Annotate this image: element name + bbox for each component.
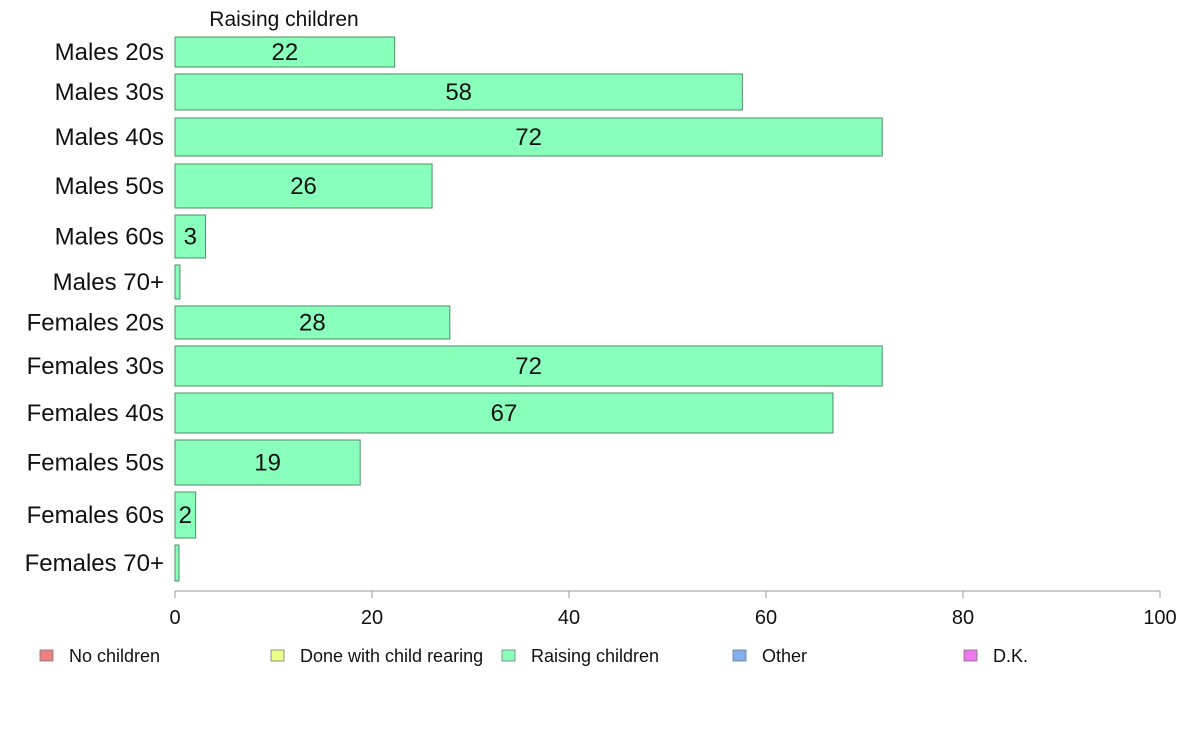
data-label: 19 [254, 450, 281, 477]
legend-label: No children [69, 646, 160, 666]
data-label: 72 [515, 124, 542, 151]
x-tick-label: 40 [558, 607, 580, 629]
x-tick-label: 0 [169, 607, 180, 629]
legend-swatch [963, 649, 978, 662]
category-labels: Males 20s Males 30s Males 40s Males 50s Male… [25, 39, 164, 577]
category-label: Males 50s [55, 173, 164, 200]
bars-group [174, 36, 883, 582]
bar [174, 491, 197, 539]
bar [174, 305, 451, 340]
category-label: Males 30s [55, 79, 164, 106]
legend-label: Done with child rearing [300, 646, 483, 666]
bar [174, 117, 883, 157]
legend-label: Raising children [531, 646, 659, 666]
data-label: 28 [299, 310, 326, 337]
category-label: Males 70+ [53, 269, 164, 296]
series-title: Raising children [209, 8, 358, 31]
x-tick-label: 20 [361, 607, 383, 629]
data-label: 26 [290, 173, 317, 200]
bar [174, 392, 834, 434]
x-axis: 0 20 40 60 80 100 [169, 590, 1177, 629]
x-tick-label: 100 [1143, 607, 1176, 629]
bar [174, 214, 207, 259]
bar [174, 73, 743, 111]
legend-swatch [39, 649, 54, 662]
category-label: Females 30s [27, 353, 164, 380]
x-tick-label: 60 [755, 607, 777, 629]
legend: No children Done with child rearing Raisin… [39, 646, 1028, 666]
data-label: 72 [515, 353, 542, 380]
x-tick-label: 80 [952, 607, 974, 629]
category-label: Males 40s [55, 124, 164, 151]
data-label: 22 [271, 39, 298, 66]
bar [174, 345, 883, 387]
legend-swatch [270, 649, 285, 662]
data-label: 58 [445, 79, 472, 106]
category-label: Females 20s [27, 310, 164, 337]
data-label: 67 [491, 400, 518, 427]
category-label: Females 50s [27, 450, 164, 477]
legend-swatch [732, 649, 747, 662]
data-label: 3 [184, 224, 197, 251]
category-label: Females 60s [27, 502, 164, 529]
category-label: Females 40s [27, 400, 164, 427]
legend-swatch [501, 649, 516, 662]
bar [174, 264, 181, 300]
data-label: 2 [179, 502, 192, 529]
bar [174, 544, 180, 582]
bar [174, 439, 361, 486]
value-labels: 22 58 72 26 3 28 72 67 19 2 [179, 39, 542, 529]
bar [174, 36, 396, 68]
legend-label: Other [762, 646, 807, 666]
legend-label: D.K. [993, 646, 1028, 666]
category-label: Females 70+ [25, 550, 164, 577]
category-label: Males 20s [55, 39, 164, 66]
bar [174, 163, 433, 209]
category-label: Males 60s [55, 224, 164, 251]
